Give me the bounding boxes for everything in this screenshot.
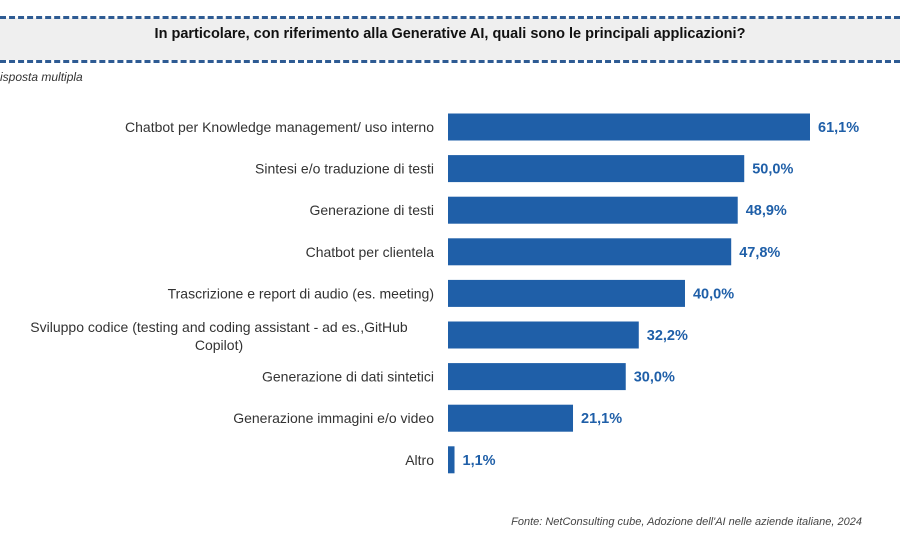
value-label-9: 1,1%	[463, 453, 496, 469]
source-note: Fonte: NetConsulting cube, Adozione dell…	[511, 516, 862, 528]
category-label-2: Sintesi e/o traduzione di testi	[255, 161, 434, 177]
bar-3	[448, 196, 738, 224]
value-label-2: 50,0%	[752, 162, 793, 178]
title-band	[0, 18, 900, 60]
bar-7	[448, 363, 626, 391]
category-label-6: Sviluppo codice (testing and coding assi…	[30, 319, 408, 353]
chart-subtitle: isposta multipla	[0, 70, 83, 84]
category-label-7: Generazione di dati sintetici	[262, 369, 434, 385]
bar-1	[448, 113, 810, 141]
bar-9	[448, 446, 455, 474]
value-label-5: 40,0%	[693, 286, 734, 302]
category-label-1: Chatbot per Knowledge management/ uso in…	[125, 119, 434, 135]
category-label-4: Chatbot per clientela	[306, 244, 435, 260]
category-label-9: Altro	[405, 452, 434, 468]
bar-2	[448, 155, 745, 183]
bottom-dashed-rule	[0, 60, 900, 63]
value-label-8: 21,1%	[581, 411, 622, 427]
value-label-6: 32,2%	[647, 328, 688, 344]
bar-8	[448, 404, 574, 432]
value-label-7: 30,0%	[634, 370, 675, 386]
value-label-4: 47,8%	[739, 245, 780, 261]
category-label-8: Generazione immagini e/o video	[233, 410, 434, 426]
top-dashed-rule	[0, 16, 900, 19]
value-label-1: 61,1%	[818, 120, 859, 136]
category-label-5: Trascrizione e report di audio (es. meet…	[168, 285, 434, 301]
bar-6	[448, 321, 639, 349]
value-label-3: 48,9%	[746, 203, 787, 219]
bar-4	[448, 238, 732, 266]
chart-title: In particolare, con riferimento alla Gen…	[154, 26, 746, 42]
bar-5	[448, 279, 685, 307]
category-label-3: Generazione di testi	[309, 202, 434, 218]
